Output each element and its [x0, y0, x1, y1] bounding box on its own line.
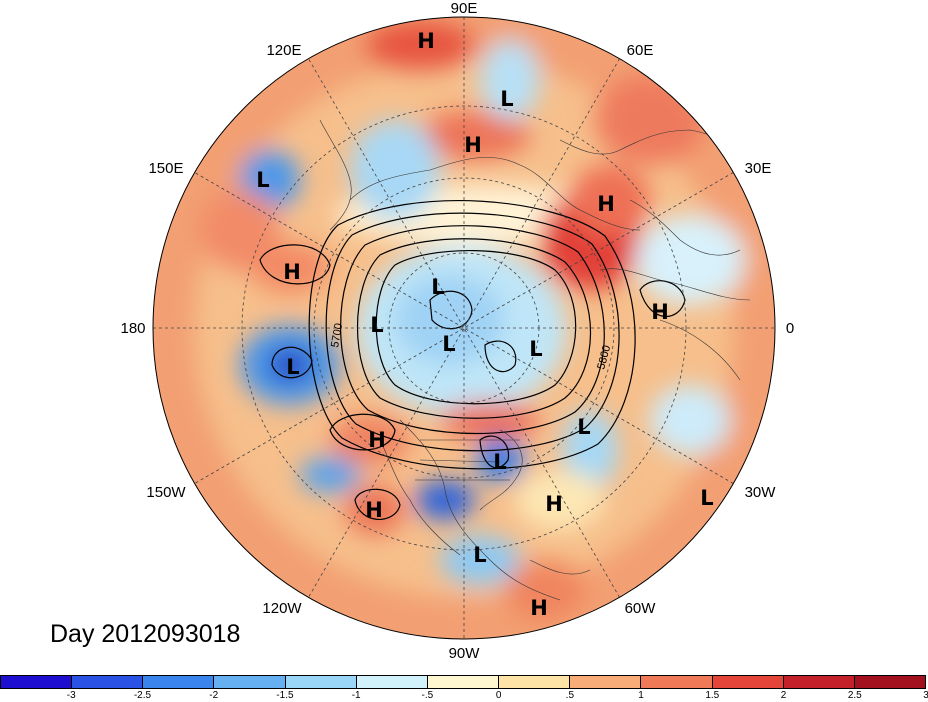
graticule [153, 17, 775, 639]
colorbar-tick-label: -1.5 [276, 690, 294, 701]
colorbar-tick-label: -3 [66, 690, 76, 701]
colorbar-tick-label: 1.5 [705, 690, 720, 701]
high-center-marker: H [417, 29, 435, 53]
colorbar-swatch [570, 676, 642, 688]
colorbar-tick-label: .5 [565, 690, 575, 701]
colorbar-swatch [1, 676, 73, 688]
globe-boundary [152, 16, 776, 640]
low-center-marker: L [493, 450, 506, 474]
longitude-labels: 90E 60E 30E 0 30W 60W 90W 120W 150W 180 … [120, 0, 794, 662]
colorbar-swatch [72, 676, 144, 688]
high-center-marker: H [545, 492, 563, 516]
colorbar-tick-label: -1 [351, 690, 361, 701]
colorbar-tick-label: -.5 [421, 690, 434, 701]
low-center-marker: L [286, 355, 299, 379]
lon-label-90e: 90E [451, 0, 478, 17]
colorbar-swatch [214, 676, 286, 688]
pressure-centers: H L H H H L H L H H L L H L L H L L L L [256, 29, 713, 620]
colorbar-swatch [285, 676, 357, 688]
lon-label-180: 180 [120, 320, 145, 337]
low-center-marker: L [442, 332, 455, 356]
lon-label-60w: 60W [625, 600, 657, 617]
colorbar-swatch [356, 676, 428, 688]
lon-label-90w: 90W [449, 645, 481, 662]
date-label: Day 2012093018 [50, 620, 241, 648]
lon-label-120w: 120W [262, 600, 302, 617]
high-center-marker: H [651, 300, 669, 324]
colorbar-labels: -3 -2.5 -2 -1.5 -1 -.5 0 .5 1 1.5 2 2.5 3 [0, 690, 928, 702]
lon-label-30w: 30W [745, 484, 777, 501]
contour-label-5700: 5700 [329, 322, 345, 348]
colorbar-swatch [854, 676, 926, 688]
high-center-marker: H [368, 428, 386, 452]
colorbar [0, 675, 926, 689]
colorbar-tick-label: 0 [495, 690, 502, 701]
low-center-marker: L [700, 486, 713, 510]
lon-label-120e: 120E [266, 42, 301, 59]
low-center-marker: L [431, 275, 444, 299]
colorbar-swatch [712, 676, 784, 688]
colorbar-tick-label: -2 [209, 690, 219, 701]
high-center-marker: H [530, 596, 548, 620]
lon-label-60e: 60E [627, 42, 654, 59]
colorbar-swatch [427, 676, 500, 688]
lon-label-0: 0 [786, 320, 794, 337]
high-center-marker: H [365, 498, 383, 522]
anomaly-field [153, 17, 775, 639]
low-center-marker: L [256, 168, 269, 192]
low-center-marker: L [500, 87, 513, 111]
low-center-marker: L [577, 415, 590, 439]
high-center-marker: H [464, 133, 482, 157]
colorbar-tick-label: 2 [780, 690, 787, 701]
colorbar-swatch [143, 676, 215, 688]
colorbar-tick-label: 1 [638, 690, 644, 701]
low-center-marker: L [370, 313, 383, 337]
high-center-marker: H [283, 260, 301, 284]
lon-label-150e: 150E [148, 160, 183, 177]
colorbar-swatch [641, 676, 713, 688]
colorbar-tick-label: 2.5 [847, 690, 862, 701]
high-center-marker: H [597, 192, 615, 216]
lon-label-30e: 30E [745, 160, 772, 177]
contour-label-group: 5700 5800 [329, 322, 613, 370]
lon-label-150w: 150W [146, 484, 186, 501]
colorbar-tick-label: -2.5 [133, 690, 152, 701]
low-center-marker: L [473, 543, 486, 567]
colorbar-tick-label: 3 [923, 690, 928, 701]
colorbar-swatch [499, 676, 571, 688]
height-contours [259, 200, 686, 520]
colorbar-swatch [783, 676, 855, 688]
low-center-marker: L [529, 337, 542, 361]
